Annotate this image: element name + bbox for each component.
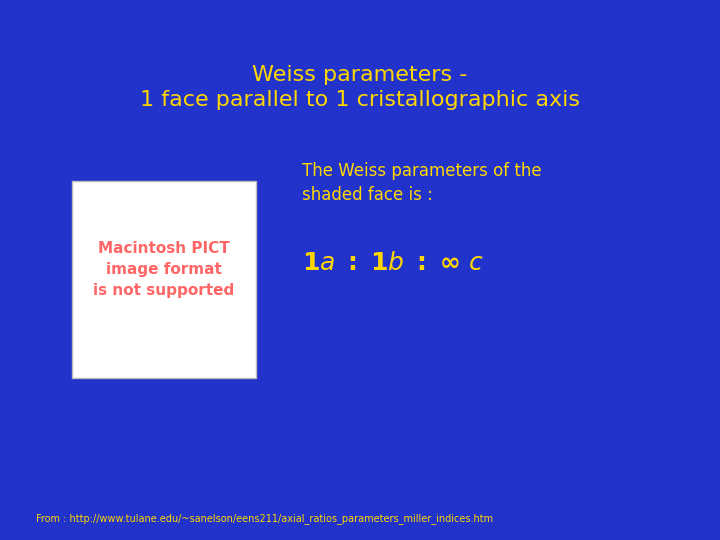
FancyBboxPatch shape: [72, 181, 256, 378]
Text: Weiss parameters -
1 face parallel to 1 cristallographic axis: Weiss parameters - 1 face parallel to 1 …: [140, 65, 580, 110]
Text: Macintosh PICT
image format
is not supported: Macintosh PICT image format is not suppo…: [93, 241, 235, 298]
Text: $\mathbf{1}$$\mathbf{\it{a}}$ $\mathbf{:}$ $\mathbf{1}$$\mathbf{\it{b}}$ $\mathb: $\mathbf{1}$$\mathbf{\it{a}}$ $\mathbf{:…: [302, 251, 484, 275]
Text: The Weiss parameters of the
shaded face is :: The Weiss parameters of the shaded face …: [302, 162, 542, 204]
Text: From : http://www.tulane.edu/~sanelson/eens211/axial_ratios_parameters_miller_in: From : http://www.tulane.edu/~sanelson/e…: [36, 513, 493, 524]
